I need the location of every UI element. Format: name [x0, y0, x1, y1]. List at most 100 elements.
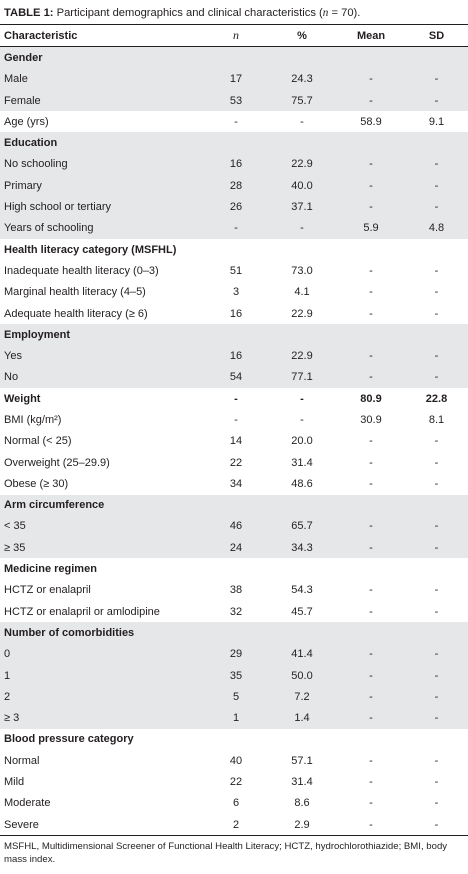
cell-n: 51	[229, 264, 243, 277]
cell-n: 38	[229, 584, 243, 597]
cell-sd: -	[405, 515, 468, 538]
section-row: Medicine regimen	[0, 558, 468, 579]
cell-mean	[337, 558, 405, 579]
cell-n	[205, 132, 267, 154]
cell-mean: -	[337, 345, 405, 367]
cell-n	[205, 46, 267, 69]
table-row: 1 35 50.0- -	[0, 664, 468, 687]
cell-sd: -	[434, 307, 439, 320]
cell-percent: 7.2	[267, 686, 337, 708]
cell-mean: -	[337, 537, 405, 559]
header-row: Characteristic n % Mean SD	[0, 24, 468, 47]
row-label: Severe	[0, 813, 205, 837]
row-label: Blood pressure category	[4, 733, 134, 746]
row-label: HCTZ or enalapril or amlodipine	[4, 605, 160, 618]
cell-percent: 54.3	[291, 584, 313, 597]
cell-mean: -	[369, 477, 373, 490]
cell-n: 14	[229, 435, 243, 448]
cell-mean: 5.9	[337, 217, 405, 239]
cell-mean: -	[337, 175, 405, 197]
row-label: 0	[0, 643, 205, 665]
cell-sd: -	[405, 643, 468, 665]
table-row: Primary 28 40.0- -	[0, 175, 468, 197]
cell-percent	[267, 46, 337, 69]
section-row: Employment	[0, 324, 468, 346]
row-label: Overweight (25–29.9)	[4, 456, 110, 469]
row-label: Male	[0, 68, 205, 90]
row-label: Health literacy category (MSFHL)	[4, 243, 177, 256]
cell-sd: -	[434, 605, 439, 618]
section-row: Blood pressure category	[0, 729, 468, 750]
cell-sd: -	[405, 813, 468, 837]
cell-mean: 58.9	[360, 115, 382, 128]
row-label: Female	[0, 89, 205, 112]
cell-percent	[267, 622, 337, 644]
cell-percent: 45.7	[291, 605, 313, 618]
row-label: Normal (< 25)	[4, 435, 72, 448]
cell-percent: 73.0	[291, 264, 313, 277]
cell-mean: -	[369, 435, 373, 448]
cell-n: 22	[229, 776, 243, 789]
cell-mean: -	[337, 664, 405, 687]
cell-sd: -	[405, 175, 468, 197]
cell-sd	[405, 239, 468, 260]
row-label: Normal	[4, 754, 40, 767]
section-row: Weight - - 80.9 22.8	[0, 388, 468, 409]
caption-label: TABLE 1:	[4, 7, 54, 19]
row-label: Education	[0, 132, 205, 154]
cell-sd	[405, 729, 468, 750]
section-row: Number of comorbidities	[0, 622, 468, 644]
cell-sd	[405, 46, 468, 69]
cell-mean	[337, 729, 405, 750]
row-label: ≥ 35	[0, 537, 205, 559]
cell-mean: -	[369, 584, 373, 597]
row-label: Adequate health literacy (≥ 6)	[4, 307, 148, 320]
table-row: No schooling 16 22.9- -	[0, 153, 468, 176]
cell-percent: 22.9	[267, 153, 337, 176]
cell-percent: -	[267, 217, 337, 239]
cell-sd: -	[434, 797, 439, 810]
cell-percent	[267, 494, 337, 516]
cell-sd: -	[434, 264, 439, 277]
table-row: High school or tertiary 26 37.1- -	[0, 196, 468, 218]
section-row: Health literacy category (MSFHL)	[0, 239, 468, 260]
cell-percent: 57.1	[291, 754, 313, 767]
cell-n: 1	[205, 707, 267, 729]
cell-percent: 4.1	[294, 286, 310, 299]
row-label: Weight	[4, 392, 41, 405]
cell-n: 28	[205, 175, 267, 197]
cell-mean: -	[337, 643, 405, 665]
cell-mean	[337, 239, 405, 260]
cell-mean: -	[337, 707, 405, 729]
table-row: 2 5 7.2- -	[0, 686, 468, 708]
cell-percent	[267, 132, 337, 154]
table-row: HCTZ or enalapril or amlodipine 32 45.7 - -	[0, 601, 468, 622]
table-row: Inadequate health literacy (0–3) 51 73.0 - -	[0, 260, 468, 281]
column-header-characteristic: Characteristic	[4, 29, 78, 42]
cell-percent: 20.0	[291, 435, 313, 448]
cell-n: 54	[205, 366, 267, 389]
cell-percent: 8.6	[294, 797, 310, 810]
table-row: Overweight (25–29.9) 22 31.4 - -	[0, 452, 468, 473]
table-row: Normal (< 25) 14 20.0 - -	[0, 431, 468, 452]
row-label: Arm circumference	[0, 494, 205, 516]
cell-sd: -	[434, 584, 439, 597]
row-label: 1	[0, 664, 205, 687]
column-header-mean: Mean	[356, 29, 386, 42]
caption-n-symbol: n	[322, 7, 329, 19]
table-row: < 35 46 65.7- -	[0, 515, 468, 538]
cell-percent: 22.9	[291, 307, 313, 320]
caption-text-end: = 70).	[328, 7, 361, 19]
cell-percent: -	[300, 392, 304, 405]
cell-percent: 65.7	[267, 515, 337, 538]
cell-sd: 4.8	[405, 217, 468, 239]
caption-text: Participant demographics and clinical ch…	[53, 7, 323, 19]
section-row: Gender	[0, 46, 468, 69]
row-label: Yes	[0, 345, 205, 367]
cell-mean: -	[369, 754, 373, 767]
cell-n: -	[234, 115, 238, 128]
table-row: HCTZ or enalapril 38 54.3 - -	[0, 580, 468, 601]
cell-mean	[337, 324, 405, 346]
table-row: ≥ 3 1 1.4- -	[0, 707, 468, 729]
cell-sd	[405, 324, 468, 346]
